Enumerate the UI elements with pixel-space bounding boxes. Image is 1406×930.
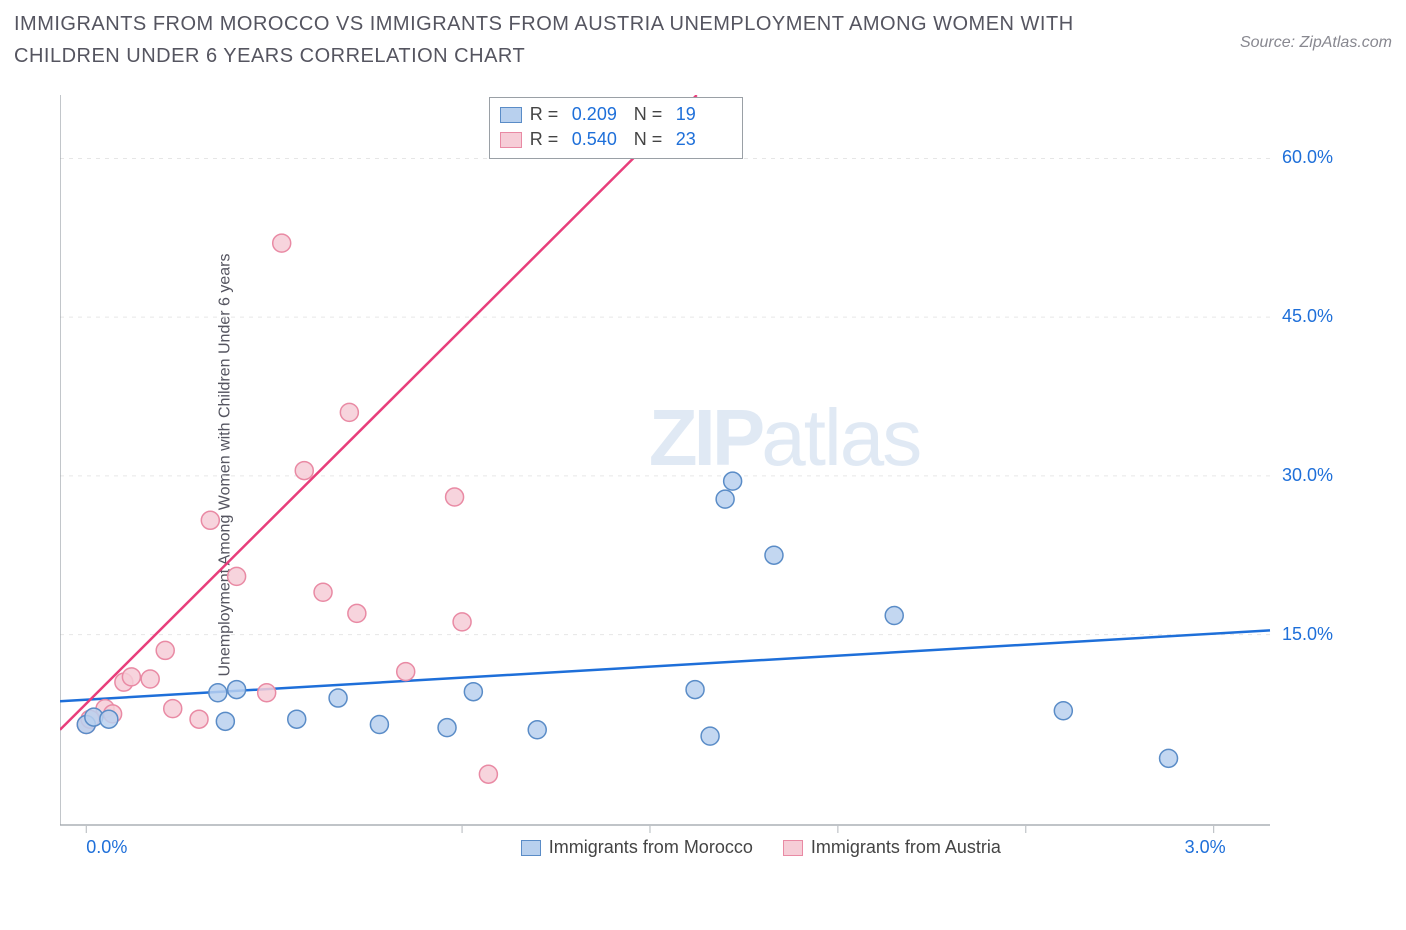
- legend-swatch: [783, 840, 803, 856]
- legend-stats-box: R = 0.209 N = 19 R = 0.540 N = 23: [489, 97, 743, 159]
- legend-series: Immigrants from Morocco Immigrants from A…: [521, 837, 1001, 858]
- legend-r-value: 0.540: [572, 127, 626, 152]
- legend-n-value: 23: [676, 127, 730, 152]
- scatter-plot: [60, 95, 1340, 865]
- y-tick-label: 45.0%: [1282, 306, 1333, 327]
- y-tick-label: 30.0%: [1282, 465, 1333, 486]
- source-attribution: Source: ZipAtlas.com: [1240, 34, 1392, 52]
- legend-n-label: N =: [634, 102, 668, 127]
- legend-series-label: Immigrants from Morocco: [549, 837, 753, 858]
- y-tick-label: 60.0%: [1282, 147, 1333, 168]
- legend-r-label: R =: [530, 102, 564, 127]
- legend-series-item: Immigrants from Austria: [783, 837, 1001, 858]
- legend-series-label: Immigrants from Austria: [811, 837, 1001, 858]
- header-row: IMMIGRANTS FROM MOROCCO VS IMMIGRANTS FR…: [14, 8, 1392, 72]
- chart-title: IMMIGRANTS FROM MOROCCO VS IMMIGRANTS FR…: [14, 8, 1114, 72]
- legend-n-label: N =: [634, 127, 668, 152]
- legend-r-label: R =: [530, 127, 564, 152]
- legend-stat-row: R = 0.209 N = 19: [500, 102, 730, 127]
- x-tick-label: 3.0%: [1166, 837, 1226, 858]
- legend-swatch: [500, 107, 522, 123]
- x-tick-label: 0.0%: [86, 837, 127, 858]
- legend-swatch: [521, 840, 541, 856]
- legend-n-value: 19: [676, 102, 730, 127]
- legend-swatch: [500, 132, 522, 148]
- chart-area: ZIPatlas R =0.209N =19R =0.540N =23 Immi…: [60, 95, 1340, 865]
- legend-r-value: 0.209: [572, 102, 626, 127]
- legend-stat-row: R = 0.540 N = 23: [500, 127, 730, 152]
- y-tick-label: 15.0%: [1282, 624, 1333, 645]
- legend-series-item: Immigrants from Morocco: [521, 837, 753, 858]
